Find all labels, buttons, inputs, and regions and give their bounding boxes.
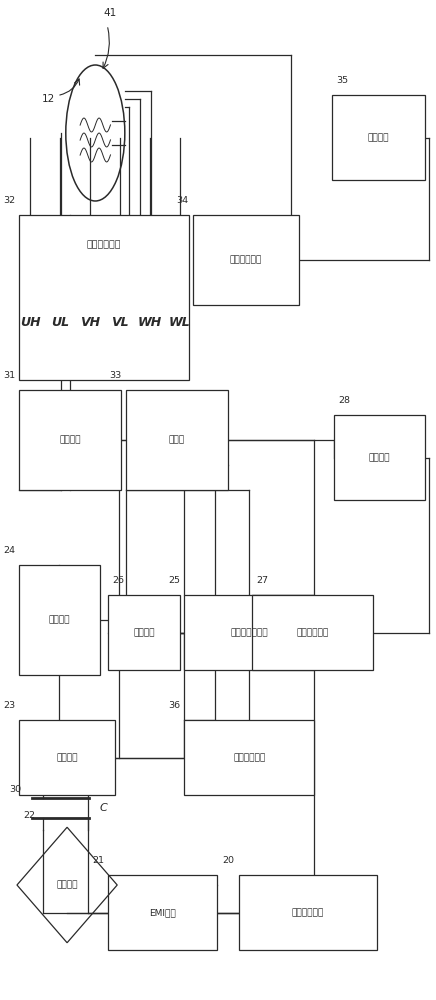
Text: 断电保护模块: 断电保护模块 [296, 628, 328, 637]
Bar [19, 390, 121, 490]
Text: 33: 33 [109, 371, 121, 380]
Text: 逆变桥驱动器: 逆变桥驱动器 [87, 240, 121, 249]
Text: 21: 21 [92, 856, 104, 865]
Text: 调速开关: 调速开关 [369, 453, 390, 462]
Text: 32: 32 [3, 196, 15, 205]
Text: 26: 26 [112, 576, 125, 585]
Text: 31: 31 [3, 371, 15, 380]
Text: WH: WH [138, 316, 162, 329]
Bar [19, 215, 189, 380]
Bar [108, 875, 217, 950]
Text: UH: UH [20, 316, 41, 329]
Text: 24: 24 [3, 546, 15, 555]
Text: WL: WL [169, 316, 191, 329]
Text: 驱动芜片: 驱动芜片 [60, 436, 81, 444]
Bar [238, 875, 378, 950]
Bar [19, 720, 115, 795]
Bar [19, 565, 100, 675]
Bar [126, 390, 228, 490]
Text: 36: 36 [168, 701, 180, 710]
Bar [184, 720, 314, 795]
Text: VH: VH [80, 316, 100, 329]
Text: 检测装置: 检测装置 [368, 133, 389, 142]
Text: 电源模块: 电源模块 [56, 753, 78, 762]
Text: 35: 35 [336, 76, 348, 85]
Bar [332, 95, 425, 180]
Text: 控制器: 控制器 [169, 436, 185, 444]
Text: 12: 12 [42, 94, 55, 104]
Text: 延时模块: 延时模块 [133, 628, 155, 637]
Text: 41: 41 [103, 8, 117, 18]
Text: 23: 23 [3, 701, 15, 710]
Text: 28: 28 [338, 396, 351, 405]
Text: 30: 30 [10, 785, 21, 794]
Text: 25: 25 [168, 576, 180, 585]
Text: 34: 34 [177, 196, 189, 205]
Text: 位置检测模块: 位置检测模块 [230, 255, 262, 264]
Text: C: C [100, 803, 107, 813]
Bar [108, 595, 180, 670]
Text: 採电开关: 採电开关 [49, 615, 70, 624]
Text: UL: UL [51, 316, 69, 329]
Text: 22: 22 [24, 811, 36, 820]
Text: 交流电源模块: 交流电源模块 [292, 908, 324, 917]
Text: 20: 20 [222, 856, 234, 865]
Text: VL: VL [111, 316, 129, 329]
Text: 27: 27 [256, 576, 268, 585]
Bar [184, 595, 314, 670]
Text: 整流模块: 整流模块 [56, 881, 78, 890]
Bar [252, 595, 373, 670]
Text: EMI模块: EMI模块 [149, 908, 176, 917]
Text: 控制器电源模块: 控制器电源模块 [231, 628, 268, 637]
Text: 电压采样模块: 电压采样模块 [233, 753, 266, 762]
Bar [334, 415, 425, 500]
Bar [193, 215, 299, 305]
